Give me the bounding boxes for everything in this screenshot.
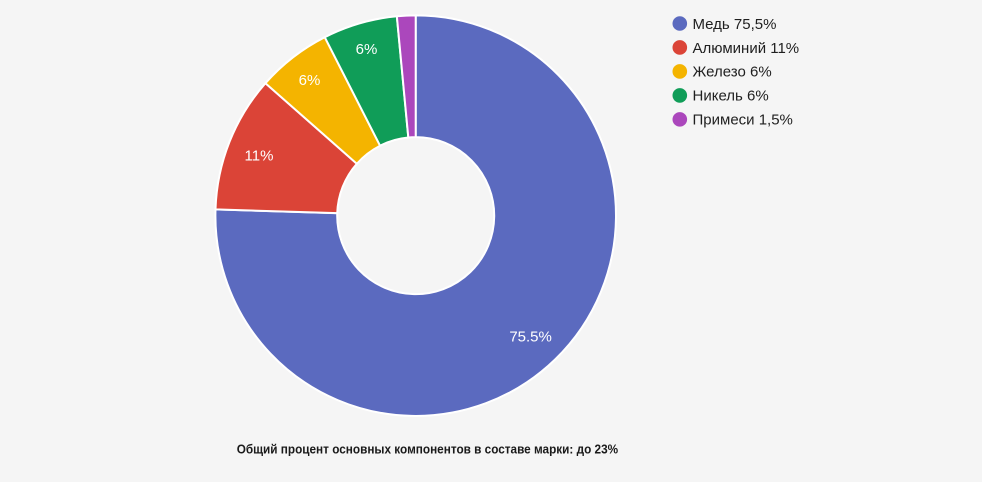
svg-text:Медь 75,5%: Медь 75,5% (693, 16, 777, 33)
svg-text:75.5%: 75.5% (509, 328, 552, 345)
svg-text:6%: 6% (356, 41, 378, 58)
svg-text:Железо 6%: Железо 6% (693, 64, 772, 81)
svg-text:Примеси 1,5%: Примеси 1,5% (693, 112, 793, 129)
svg-text:Алюминий 11%: Алюминий 11% (693, 40, 800, 57)
svg-text:6%: 6% (299, 72, 321, 89)
svg-text:Никель 6%: Никель 6% (693, 88, 769, 105)
svg-text:11%: 11% (245, 147, 274, 164)
svg-text:Общий процент основных компоне: Общий процент основных компонентов в сос… (237, 442, 619, 457)
